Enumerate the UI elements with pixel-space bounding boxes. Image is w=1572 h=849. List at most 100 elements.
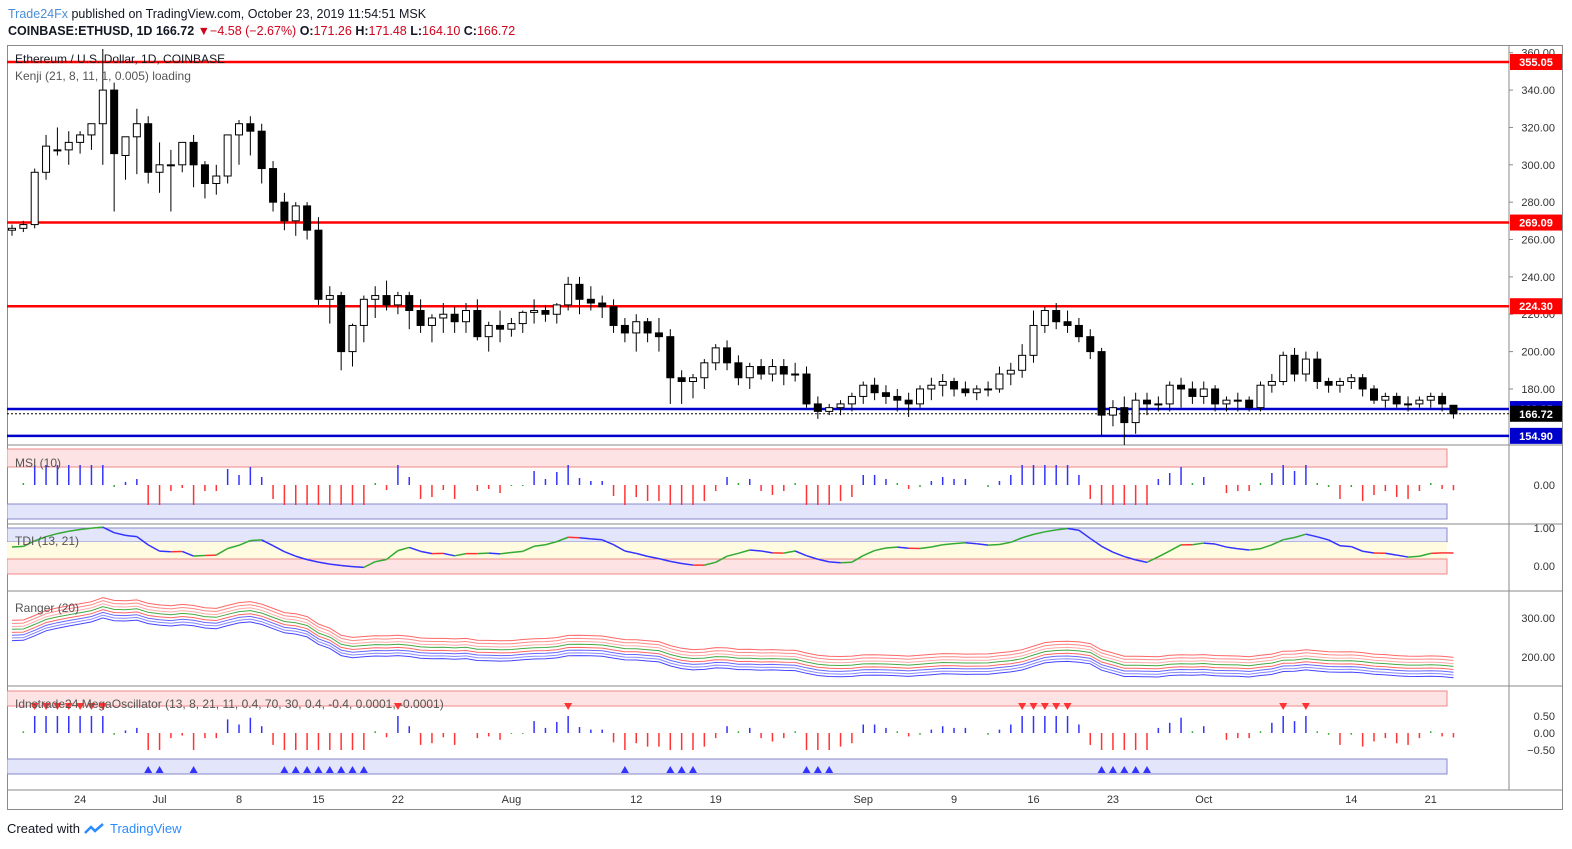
candle <box>1018 344 1027 378</box>
candle <box>507 317 516 337</box>
candle-body <box>1370 388 1378 401</box>
candle-body <box>1177 384 1186 390</box>
candle <box>859 381 868 404</box>
pane-title-tdi: TDI (13, 21) <box>15 534 79 548</box>
candle <box>1040 306 1049 333</box>
candle-body <box>1233 399 1242 402</box>
tdi-line-segment <box>91 526 103 529</box>
level-value-label: 355.05 <box>1519 57 1553 69</box>
candle <box>620 317 629 343</box>
close-value: 166.72 <box>476 24 516 38</box>
tdi-line-segment <box>352 565 364 569</box>
candle-body <box>155 164 164 173</box>
candle-body <box>462 310 470 323</box>
tdi-line-segment <box>1203 542 1216 545</box>
mega-buy-marker <box>1143 766 1151 773</box>
price-tick-label: 180.00 <box>1521 384 1555 396</box>
candle <box>689 374 697 399</box>
chart-svg[interactable]: 180.00200.00220.00240.00260.00280.00300.… <box>6 45 1563 810</box>
candle <box>1347 374 1356 389</box>
time-tick-label: 9 <box>951 794 957 806</box>
tdi-line-segment <box>1214 543 1227 548</box>
candle <box>1449 404 1458 419</box>
candle-body <box>530 310 539 313</box>
candle <box>723 340 732 371</box>
candle <box>586 286 595 311</box>
time-tick-label: Sep <box>853 794 873 806</box>
candle <box>1074 317 1083 343</box>
candle <box>257 123 266 184</box>
tdi-line-segment <box>1033 531 1046 536</box>
price-tick-label: 340.00 <box>1521 85 1555 97</box>
tradingview-brand[interactable]: TradingView <box>109 821 182 836</box>
resistance-level-badge <box>1510 214 1562 231</box>
candle-body <box>1256 384 1265 409</box>
tdi-line-segment <box>295 555 308 561</box>
tdi-line-segment <box>488 552 501 555</box>
tdi-line-segment <box>681 562 694 566</box>
candle <box>200 161 209 199</box>
candle <box>893 388 902 412</box>
candle-body <box>1415 399 1424 405</box>
tdi-line-segment <box>136 535 149 546</box>
candle-body <box>337 295 346 353</box>
candle-body <box>223 134 232 177</box>
candle <box>359 295 368 343</box>
candle-body <box>984 388 993 391</box>
tdi-line-segment <box>1078 529 1091 540</box>
publisher-name[interactable]: Trade24Fx <box>8 7 68 21</box>
candle-body <box>541 310 550 315</box>
tdi-line-segment <box>1135 559 1148 564</box>
candle <box>371 286 380 318</box>
tdi-line-segment <box>1124 555 1136 561</box>
ranger-band <box>11 600 1454 661</box>
candle <box>393 291 402 315</box>
tdi-line-segment <box>125 534 137 538</box>
candle-body <box>53 149 62 152</box>
time-tick-label: 21 <box>1425 794 1437 806</box>
candle <box>1335 377 1344 393</box>
candle-body <box>110 89 119 155</box>
candle-body <box>473 310 482 338</box>
ranger-tick-label: 300.00 <box>1521 613 1555 625</box>
mega-sell-marker <box>30 703 39 710</box>
tdi-line-segment <box>34 536 47 542</box>
symbol-label: COINBASE:ETHUSD, 1D <box>8 24 153 38</box>
candle-body <box>382 295 391 306</box>
mega-buy-marker <box>677 766 686 773</box>
tdi-line-segment <box>658 557 671 563</box>
candle <box>1199 381 1208 404</box>
resistance-level-badge <box>1510 298 1562 315</box>
candle <box>246 116 255 156</box>
resistance-level-badge <box>1510 53 1562 70</box>
candle-body <box>643 321 652 334</box>
tdi-line-segment <box>1089 537 1103 547</box>
candle <box>1358 374 1367 397</box>
candle-body <box>98 89 107 125</box>
candle <box>405 291 414 330</box>
msi-overbought-zone <box>6 448 1448 468</box>
candle-body <box>30 171 39 226</box>
tdi-line-segment <box>976 543 989 546</box>
candle-body <box>269 168 278 203</box>
candle-body <box>518 311 527 325</box>
tdi-line-segment <box>522 545 535 553</box>
tdi-line-segment <box>1169 544 1182 552</box>
candle-body <box>757 366 766 375</box>
mega-buy-marker <box>825 766 834 773</box>
tdi-line-segment <box>919 546 932 550</box>
candle-body <box>427 317 436 326</box>
time-tick-label: 23 <box>1107 794 1119 806</box>
mega-buy-marker <box>689 766 697 773</box>
candle <box>427 314 436 343</box>
tdi-line-segment <box>897 546 909 550</box>
chart-frame[interactable]: 180.00 200.00 220.00 240.00 260.00 280.00 300.… <box>6 45 1563 810</box>
mega-buy-marker <box>1097 766 1106 773</box>
tdi-line-segment <box>1158 550 1171 558</box>
tdi-line-segment <box>794 550 807 557</box>
candle-body <box>711 347 720 364</box>
candle <box>564 276 573 311</box>
candle <box>632 314 641 352</box>
candle-body <box>1120 407 1129 424</box>
candle <box>1324 377 1333 393</box>
